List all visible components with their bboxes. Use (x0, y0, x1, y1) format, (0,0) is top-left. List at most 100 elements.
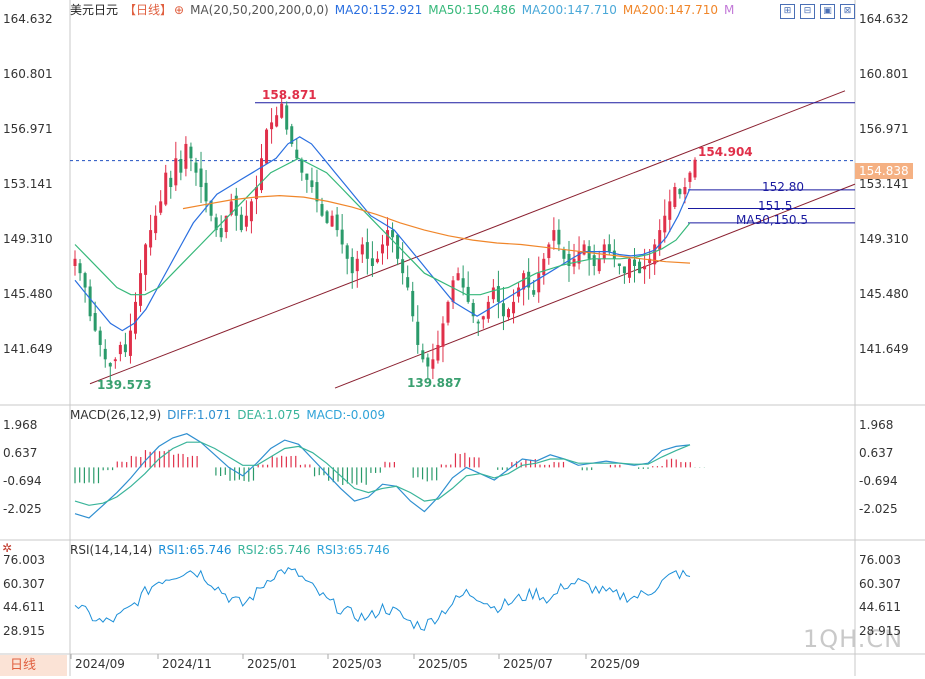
candle-body (678, 189, 682, 195)
fullscreen-icon[interactable]: ⊠ (840, 4, 855, 19)
rsi3-value: RSI3:65.746 (316, 543, 390, 557)
restore-icon[interactable]: ▣ (820, 4, 835, 19)
candle-body (386, 230, 390, 246)
symbol-name: 美元日元 (70, 3, 119, 17)
candle-body (683, 187, 687, 195)
rsi-y-tick-left: 44.611 (3, 600, 45, 615)
candle-body (345, 245, 349, 259)
rsi-y-tick-right: 60.307 (859, 576, 901, 591)
candle-body (224, 215, 228, 233)
channel-upper-line (89, 90, 846, 385)
candle-body (214, 217, 218, 231)
candle-body (411, 290, 415, 317)
candle-body (108, 363, 112, 367)
candle-body (355, 258, 359, 272)
candle-body (285, 105, 289, 130)
candle-body (260, 158, 264, 191)
ma200a-value: MA200:147.710 (521, 3, 617, 17)
candle-body (627, 258, 631, 278)
candle-body (512, 301, 516, 314)
candle-body (265, 129, 269, 164)
annotation-low-2: 139.887 (407, 376, 462, 390)
candle-body (496, 286, 500, 302)
macd-dea: DEA:1.075 (237, 408, 301, 422)
level-label-1505: MA50,150.5 (736, 212, 808, 227)
settings-icon[interactable]: ⊕ (174, 3, 185, 17)
candle-body (325, 211, 329, 223)
price-y-tick-left: 145.480 (3, 286, 53, 301)
rsi-y-tick-left: 60.307 (3, 576, 45, 591)
candle-body (144, 244, 148, 275)
candle-body (78, 263, 82, 274)
price-y-tick-left: 164.632 (3, 12, 53, 26)
rsi-y-tick-left: 76.003 (3, 553, 45, 567)
candle-body (103, 348, 107, 360)
ma200-line (182, 194, 691, 264)
candle-body (244, 215, 248, 227)
candle-body (275, 115, 279, 127)
candle-body (481, 316, 485, 320)
candle-body (476, 321, 480, 324)
price-y-tick-right: 164.632 (859, 12, 909, 26)
candle-body (391, 230, 395, 238)
candle-body (527, 271, 531, 288)
candle-body (280, 103, 284, 118)
zoom-in-icon[interactable]: ⊞ (780, 4, 795, 19)
level-label-1515: 151.5 (758, 198, 793, 213)
candle-body (270, 122, 274, 130)
macd-y-tick-right: 1.968 (859, 418, 894, 432)
price-panel-header: 美元日元 【日线】 ⊕ MA(20,50,200,200,0,0) MA20:152.9… (70, 1, 740, 19)
candle-body (633, 259, 637, 266)
ma-params[interactable]: MA(20,50,200,200,0,0) (190, 3, 329, 17)
candle-body (638, 261, 642, 274)
macd-y-tick-right: -2.025 (859, 502, 898, 516)
period-tab[interactable]: 日线 (0, 655, 67, 676)
candle-body (254, 187, 258, 200)
price-y-tick-left: 156.971 (3, 122, 53, 136)
candle-body (249, 201, 253, 222)
candle-body (290, 126, 294, 144)
price-y-tick-right: 141.649 (859, 342, 909, 356)
candle-body (179, 159, 183, 173)
toolbar: ⊞ ⊟ ▣ ⊠ (775, 2, 855, 19)
candle-body (577, 251, 581, 264)
macd-y-tick-right: 0.637 (859, 446, 894, 460)
rsi-params[interactable]: RSI(14,14,14) (70, 543, 153, 557)
x-tick-label: 2025/09 (590, 657, 640, 671)
candle-body (617, 263, 621, 266)
zoom-out-icon[interactable]: ⊟ (800, 4, 815, 19)
macd-params[interactable]: MACD(26,12,9) (70, 408, 162, 422)
candle-body (310, 180, 314, 188)
annotation-low-1: 139.573 (97, 378, 152, 392)
candle-body (73, 258, 77, 266)
candle-body (128, 330, 132, 356)
candle-body (582, 244, 586, 255)
ma50-value: MA50:150.486 (428, 3, 516, 17)
candle-body (335, 214, 339, 231)
rsi-settings-icon[interactable]: ✲ (2, 541, 13, 555)
candle-body (406, 277, 410, 288)
candle-body (204, 182, 208, 202)
candle-body (380, 244, 384, 254)
rsi2-value: RSI2:65.746 (237, 543, 311, 557)
candle-body (693, 159, 697, 178)
period-label[interactable]: 【日线】 (124, 3, 173, 17)
candle-body (456, 273, 460, 281)
candle-body (133, 301, 137, 334)
candle-body (320, 204, 324, 216)
candle-body (174, 158, 178, 186)
candle-body (209, 200, 213, 216)
ma20-value: MA20:152.921 (334, 3, 423, 17)
candle-body (517, 287, 521, 297)
price-y-tick-left: 160.801 (3, 67, 53, 81)
x-tick-label: 2025/05 (418, 657, 468, 671)
candle-body (607, 244, 611, 252)
m-flag[interactable]: M (724, 3, 735, 17)
price-y-tick-right: 145.480 (859, 286, 909, 301)
candle-body (446, 301, 450, 323)
candle-body (471, 302, 475, 317)
ma50-line (74, 157, 691, 296)
macd-diff: DIFF:1.071 (167, 408, 232, 422)
current-price-tag: 154.838 (855, 163, 913, 179)
